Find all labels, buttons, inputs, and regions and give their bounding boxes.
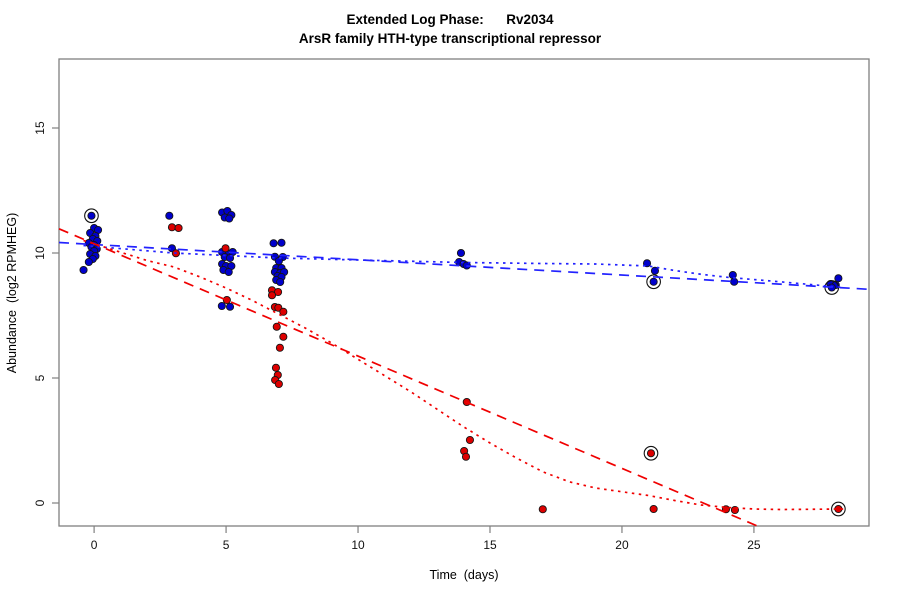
blue-data-point [84,257,93,267]
blue-data-point [217,301,226,311]
blue-data-point [650,266,660,275]
y-tick-label: 15 [33,121,47,135]
red-data-point [538,505,547,514]
chart-title: Extended Log Phase: Rv2034 [346,12,554,27]
blue-outlier-ring [646,274,661,290]
red-data-point [649,504,658,514]
red-loess-fit-line [83,239,844,511]
red-outlier-point [646,449,656,458]
x-tick-label: 20 [615,538,629,552]
blue-data-point [277,238,286,247]
blue-data-point [456,248,466,258]
y-axis-label: Abundance (log2 RPMHEG) [5,212,19,374]
x-tick-label: 15 [483,538,497,552]
red-data-point [274,287,283,297]
blue-outlier-ring [84,208,99,224]
x-tick-label: 5 [223,538,230,552]
chart-subtitle: ArsR family HTH-type transcriptional rep… [298,31,602,46]
y-tick-label: 0 [33,499,47,506]
red-data-point [274,379,283,389]
red-data-point [222,295,231,305]
blue-data-point [79,265,88,275]
red-data-point [267,291,277,300]
red-data-point [221,244,230,253]
y-tick-label: 10 [33,246,47,260]
red-data-point [271,363,281,372]
y-tick-label: 5 [33,374,47,381]
blue-data-point [269,239,278,248]
x-tick-label: 0 [91,538,98,552]
blue-data-point [165,211,174,220]
blue-data-point [730,277,739,286]
blue-data-point [276,277,285,287]
blue-data-point [225,302,235,311]
red-data-point [272,322,281,331]
blue-data-point [224,267,233,277]
x-tick-label: 25 [747,538,761,552]
x-axis-label: Time (days) [429,568,499,582]
blue-outlier-point [87,211,96,220]
red-outlier-ring [643,445,659,461]
red-data-point [167,223,177,232]
red-data-point [279,332,288,341]
red-data-point [275,343,284,352]
blue-data-point [274,256,283,266]
red-data-point [279,307,288,316]
red-linear-fit-line [58,228,760,528]
blue-data-point [225,214,234,223]
red-data-point [174,223,183,233]
blue-outlier-point [649,277,658,286]
plot-box [58,58,870,527]
blue-data-point [834,274,843,283]
red-data-point [465,435,474,445]
red-data-point [461,452,471,461]
x-tick-label: 10 [351,538,365,552]
red-outlier-ring [831,501,846,517]
